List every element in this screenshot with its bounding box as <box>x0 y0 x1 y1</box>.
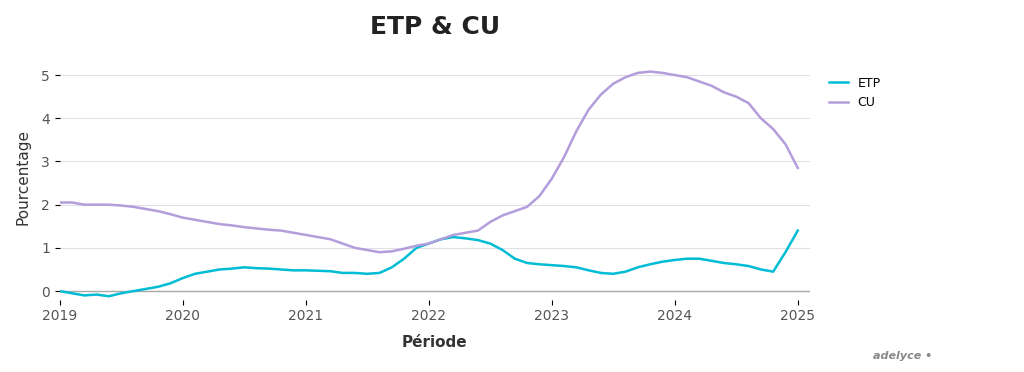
CU <box>53 200 66 205</box>
CU <box>718 90 730 94</box>
CU <box>460 231 472 235</box>
CU <box>509 209 521 214</box>
Y-axis label: Pourcentage: Pourcentage <box>15 129 30 225</box>
CU <box>225 223 238 228</box>
CU <box>644 69 656 74</box>
Title: ETP & CU: ETP & CU <box>370 15 500 39</box>
ETP <box>706 259 718 263</box>
ETP <box>102 294 115 298</box>
ETP <box>53 289 66 293</box>
ETP <box>509 256 521 261</box>
Text: adelyce •: adelyce • <box>872 351 932 361</box>
ETP <box>238 265 250 270</box>
X-axis label: Période: Période <box>402 334 468 350</box>
Line: CU: CU <box>59 71 798 252</box>
CU <box>374 250 386 254</box>
Line: ETP: ETP <box>59 231 798 296</box>
ETP <box>213 267 225 272</box>
CU <box>201 220 213 224</box>
ETP <box>460 236 472 241</box>
CU <box>792 166 804 170</box>
CU <box>312 235 325 239</box>
Legend: ETP, CU: ETP, CU <box>824 72 886 114</box>
ETP <box>792 228 804 233</box>
ETP <box>325 269 337 273</box>
